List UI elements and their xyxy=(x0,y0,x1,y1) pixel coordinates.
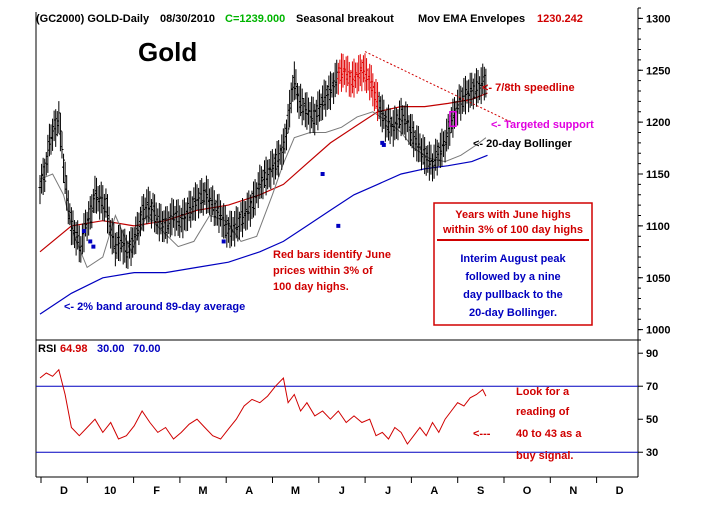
x-tick-label-1: 10 xyxy=(104,485,116,497)
info-box-line-5: day pullback to the xyxy=(463,289,563,301)
overlays xyxy=(81,51,512,249)
rsi-line xyxy=(39,368,487,445)
rsi-title: RSI xyxy=(38,343,56,355)
info-box-line-4: followed by a nine xyxy=(465,271,560,283)
speedline xyxy=(364,51,512,123)
price-bars xyxy=(38,53,488,269)
blue-marker-2 xyxy=(91,244,96,249)
rsi-note-4: buy signal. xyxy=(516,450,573,462)
x-tick-label-9: S xyxy=(477,485,484,497)
price-tick-label-3: 1150 xyxy=(646,169,670,181)
red-bars-note-3: 100 day highs. xyxy=(273,281,349,293)
blue-marker-5 xyxy=(380,140,385,145)
price-y-axis: 1000 1050 1100 1150 1200 1250 1300 xyxy=(638,7,670,341)
header-study: Seasonal breakout xyxy=(296,13,394,25)
x-tick-label-12: D xyxy=(616,485,624,497)
blue-marker-3 xyxy=(221,239,226,244)
x-tick-label-10: O xyxy=(523,485,532,497)
rsi-tick-label-1: 50 xyxy=(646,414,658,426)
price-tick-label-6: 1300 xyxy=(646,13,670,25)
x-tick-label-5: M xyxy=(291,485,300,497)
rsi-note-3: 40 to 43 as a xyxy=(516,428,582,440)
blue-marker-7 xyxy=(320,172,325,176)
bollinger-label: <- 20-day Bollinger xyxy=(473,138,572,150)
rsi-y-axis: 30 50 70 90 xyxy=(638,348,658,459)
price-tick-label-4: 1200 xyxy=(646,117,670,129)
info-box xyxy=(433,202,593,326)
blue-marker-1 xyxy=(88,239,93,244)
header-date: 08/30/2010 xyxy=(160,13,215,25)
ema-upper-line xyxy=(39,92,488,253)
blue-marker-4 xyxy=(336,223,341,228)
price-tick-label-2: 1100 xyxy=(646,221,670,233)
rsi-panel xyxy=(36,368,638,453)
rsi-level-low: 30.00 xyxy=(97,343,125,355)
x-tick-label-3: M xyxy=(198,485,207,497)
rsi-tick-label-0: 30 xyxy=(646,447,658,459)
targeted-support-marker xyxy=(449,111,457,128)
ema-lower-line xyxy=(39,154,488,315)
band-label: <- 2% band around 89-day average xyxy=(64,301,245,313)
targeted-support-label: <- Targeted support xyxy=(491,119,594,131)
header-envelope-label: Mov EMA Envelopes xyxy=(418,13,525,25)
x-tick-label-8: A xyxy=(430,485,438,497)
header-close: C=1239.000 xyxy=(225,13,285,25)
price-tick-label-1: 1050 xyxy=(646,273,670,285)
price-tick-label-0: 1000 xyxy=(646,325,670,337)
blue-marker-6 xyxy=(381,142,386,147)
x-axis: D 10 F M A M J J A S O N D xyxy=(40,477,624,497)
chart-title: Gold xyxy=(138,37,197,67)
x-tick-label-11: N xyxy=(569,485,577,497)
rsi-arrow: <--- xyxy=(473,428,491,440)
red-bars-note-1: Red bars identify June xyxy=(273,249,391,261)
x-tick-label-0: D xyxy=(60,485,68,497)
ema-envelopes xyxy=(39,92,488,315)
rsi-value: 64.98 xyxy=(60,343,88,355)
rsi-note-1: Look for a xyxy=(516,386,570,398)
header-envelope-value: 1230.242 xyxy=(537,13,583,25)
x-tick-label-2: F xyxy=(153,485,160,497)
x-tick-label-7: J xyxy=(385,485,391,497)
header-symbol: (GC2000) GOLD-Daily xyxy=(36,13,150,25)
blue-marker-0 xyxy=(81,229,86,234)
info-box-line-6: 20-day Bollinger. xyxy=(469,307,557,319)
speedline-label: <- 7/8th speedline xyxy=(482,82,575,94)
rsi-note-2: reading of xyxy=(516,406,570,418)
x-tick-label-4: A xyxy=(245,485,253,497)
info-box-line-2: within 3% of 100 day highs xyxy=(442,224,583,236)
rsi-tick-label-3: 90 xyxy=(646,348,658,360)
price-tick-label-5: 1250 xyxy=(646,65,670,77)
rsi-tick-label-2: 70 xyxy=(646,381,658,393)
x-tick-label-6: J xyxy=(339,485,345,497)
info-box-line-3: Interim August peak xyxy=(460,253,566,265)
rsi-level-high: 70.00 xyxy=(133,343,161,355)
info-box-line-1: Years with June highs xyxy=(455,209,571,221)
red-bars-note-2: prices within 3% of xyxy=(273,265,373,277)
